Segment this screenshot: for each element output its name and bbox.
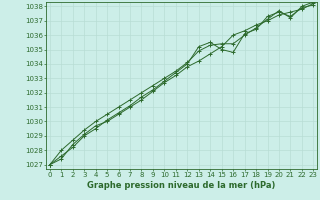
X-axis label: Graphe pression niveau de la mer (hPa): Graphe pression niveau de la mer (hPa) bbox=[87, 181, 276, 190]
